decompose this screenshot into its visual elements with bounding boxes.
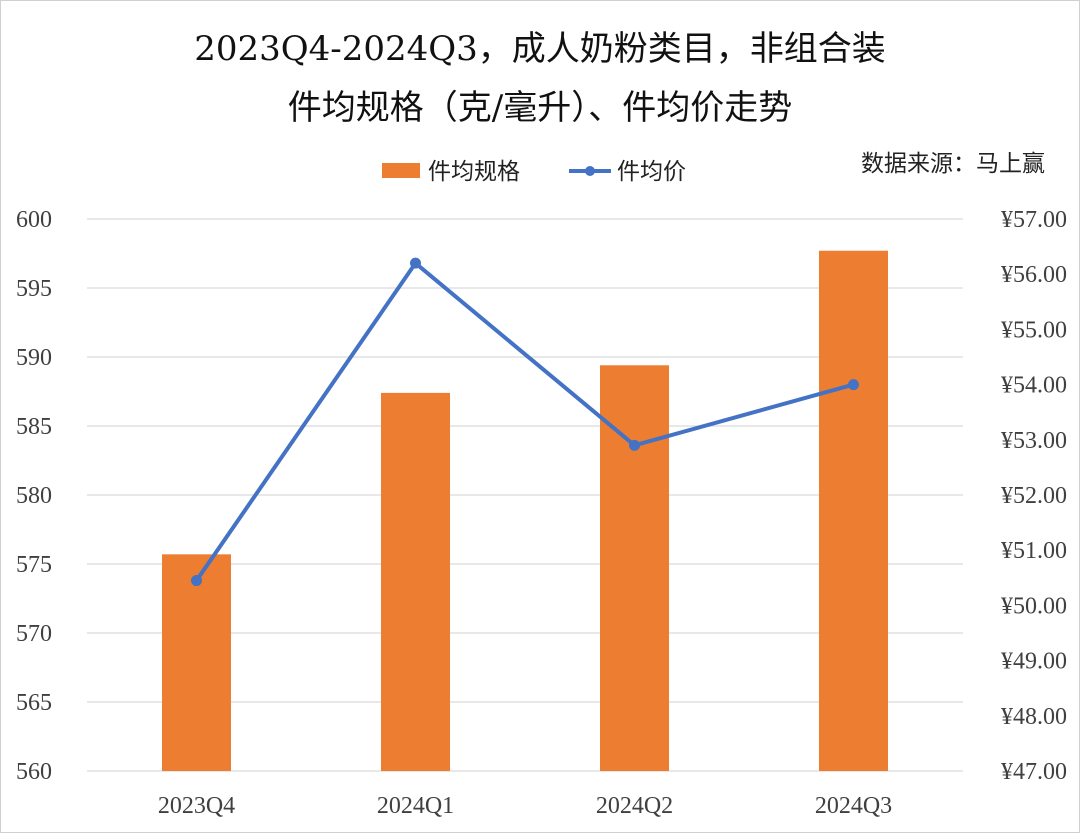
right-y-axis: ¥47.00 ¥48.00 ¥49.00 ¥50.00 ¥51.00 ¥52.00 ¥53.… [1001,207,1067,785]
right-tick-label: ¥49.00 [1001,649,1067,675]
left-tick-label: 560 [16,759,52,785]
right-tick-label: ¥56.00 [1001,262,1067,288]
bar [381,392,450,771]
x-axis: 2023Q4 2024Q1 2024Q2 2024Q3 [158,793,892,819]
line-point [848,379,859,391]
bar [819,250,888,772]
left-tick-label: 600 [16,207,52,233]
x-tick-label: 2024Q1 [377,793,454,819]
gridlines [87,218,963,772]
x-tick-label: 2024Q3 [815,793,892,819]
legend-line-label: 件均价 [617,159,686,185]
right-tick-label: ¥52.00 [1001,483,1067,509]
left-tick-label: 570 [16,621,52,647]
left-y-axis: 560 565 570 575 580 585 590 595 600 [16,207,52,785]
right-tick-label: ¥53.00 [1001,428,1067,454]
line-point [410,257,421,269]
legend-line-marker [585,166,595,176]
line-series [191,257,859,587]
left-tick-label: 575 [16,552,52,578]
legend-bar-label: 件均规格 [428,159,520,185]
price-line [194,261,855,582]
left-tick-label: 580 [16,483,52,509]
left-tick-label: 595 [16,276,52,302]
bar [162,554,231,771]
left-tick-label: 590 [16,345,52,371]
right-tick-label: ¥47.00 [1001,759,1067,785]
right-tick-label: ¥50.00 [1001,593,1067,619]
x-tick-label: 2023Q4 [158,793,235,819]
source-note: 数据来源：马上赢 [861,151,1045,177]
right-tick-label: ¥48.00 [1001,704,1067,730]
left-tick-label: 565 [16,690,52,716]
chart-title-line-2: 件均规格（克/毫升）、件均价走势 [288,88,792,128]
chart-title-line-1: 2023Q4-2024Q3，成人奶粉类目，非组合装 [194,29,886,69]
line-point [191,575,202,587]
right-tick-label: ¥54.00 [1001,373,1067,399]
right-tick-label: ¥55.00 [1001,317,1067,343]
legend: 件均规格 件均价 [382,159,686,185]
bar-series [162,250,888,772]
right-tick-label: ¥57.00 [1001,207,1067,233]
right-tick-label: ¥51.00 [1001,538,1067,564]
line-point [629,439,640,451]
x-tick-label: 2024Q2 [596,793,673,819]
legend-bar-swatch [382,163,420,178]
left-tick-label: 585 [16,414,52,440]
bar [600,365,669,771]
